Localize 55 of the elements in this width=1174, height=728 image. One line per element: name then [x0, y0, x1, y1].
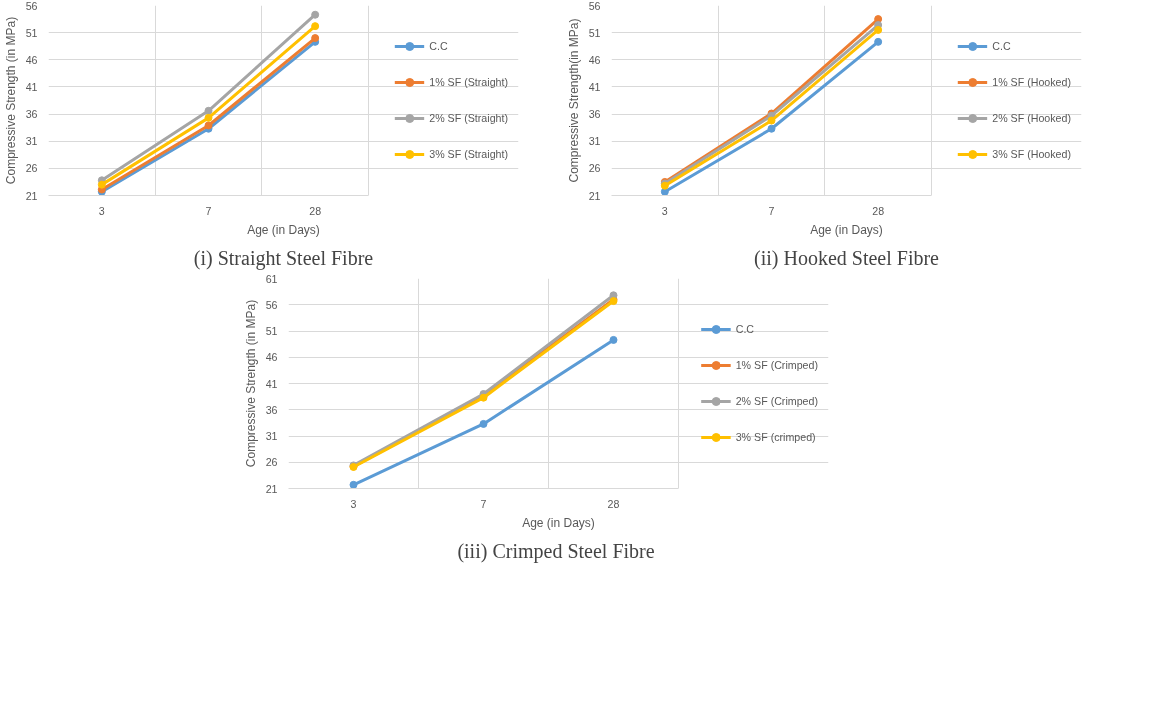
- y-tick-label: 31: [25, 135, 38, 148]
- y-tick-label: 46: [265, 351, 278, 364]
- x-tick-label: 28: [872, 204, 885, 217]
- x-axis-title: Age (in Days): [522, 515, 595, 530]
- y-tick-label: 36: [265, 403, 278, 416]
- x-tick-label: 28: [607, 497, 620, 510]
- x-tick-label: 7: [205, 204, 212, 217]
- legend-label: C.C: [992, 40, 1012, 52]
- x-tick-label: 28: [309, 204, 322, 217]
- y-tick-label: 31: [265, 430, 278, 442]
- y-axis-title: Compressive Strength (in MPa): [243, 299, 258, 468]
- legend-label: 1% SF (Crimped): [735, 359, 818, 371]
- legend-label: C.C: [735, 323, 756, 335]
- y-tick-label: 21: [588, 189, 601, 202]
- legend-label: 3% SF (crimped): [735, 431, 816, 443]
- y-tick-label: 51: [25, 26, 38, 39]
- y-tick-label: 36: [25, 108, 38, 121]
- legend-label: 2% SF (Straight): [429, 112, 508, 124]
- x-axis-title: Age (in Days): [810, 222, 883, 237]
- y-tick-label: 31: [588, 135, 601, 148]
- legend-label: 2% SF (Hooked): [992, 112, 1071, 124]
- y-tick-label: 41: [25, 80, 38, 93]
- legend-label: 2% SF (Crimped): [735, 395, 818, 407]
- text: (ii) Hooked Steel Fibre: [754, 246, 940, 270]
- y-tick-label: 21: [265, 482, 278, 495]
- y-tick-label: 56: [588, 0, 601, 12]
- y-tick-label: 56: [265, 298, 278, 311]
- y-axis-title: Compressive Strength (in MPa): [3, 16, 18, 185]
- y-tick-label: 46: [25, 53, 38, 66]
- y-tick-label: 56: [25, 0, 38, 12]
- y-tick-label: 46: [588, 53, 601, 66]
- legend-label: 3% SF (Hooked): [992, 148, 1071, 160]
- x-axis-title: Age (in Days): [247, 222, 320, 237]
- legend-label: 1% SF (Straight): [429, 76, 508, 88]
- y-tick-label: 26: [25, 162, 38, 175]
- x-tick-label: 7: [480, 497, 487, 510]
- y-tick-label: 61: [265, 272, 278, 285]
- text: (iii) Crimped Steel Fibre: [457, 539, 655, 563]
- legend-label: 3% SF (Straight): [429, 148, 508, 160]
- legend-label: 1% SF (Hooked): [992, 76, 1071, 88]
- y-tick-label: 26: [265, 456, 278, 469]
- text: (i) Straight Steel Fibre: [193, 246, 374, 270]
- legend-label: C.C: [429, 40, 449, 52]
- x-tick-label: 7: [768, 204, 775, 217]
- y-tick-label: 26: [588, 162, 601, 175]
- x-tick-label: 3: [98, 204, 105, 217]
- y-tick-label: 51: [265, 325, 278, 337]
- y-tick-label: 51: [588, 26, 601, 39]
- y-tick-label: 41: [265, 377, 278, 390]
- x-tick-label: 3: [661, 204, 668, 217]
- y-tick-label: 21: [25, 189, 38, 202]
- x-tick-label: 3: [350, 497, 357, 510]
- y-tick-label: 36: [588, 108, 601, 121]
- y-axis-title: Compressive Strength(in MPa): [566, 18, 581, 183]
- y-tick-label: 41: [588, 80, 601, 93]
